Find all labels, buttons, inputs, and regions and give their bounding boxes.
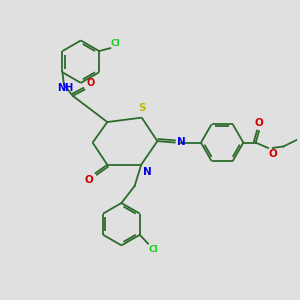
Text: O: O (85, 175, 94, 185)
Text: O: O (269, 149, 278, 159)
Text: Cl: Cl (148, 245, 158, 254)
Text: NH: NH (57, 83, 74, 93)
Text: N: N (142, 167, 152, 177)
Text: Cl: Cl (111, 38, 121, 47)
Text: N: N (177, 137, 185, 147)
Text: O: O (86, 78, 94, 88)
Text: S: S (138, 103, 146, 113)
Text: O: O (255, 118, 264, 128)
